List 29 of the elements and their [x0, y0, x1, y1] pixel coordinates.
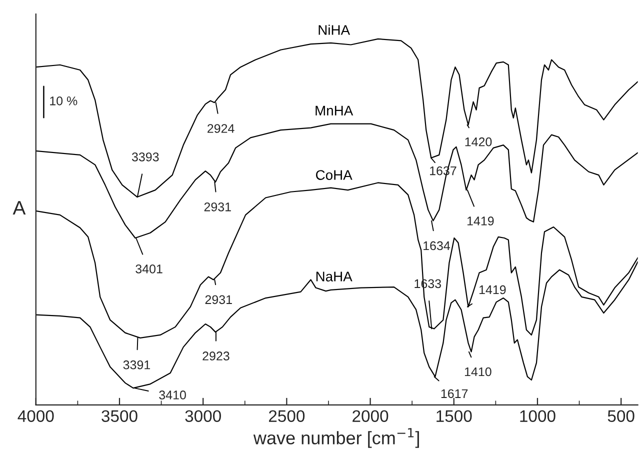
x-tick-label: 4000 — [18, 410, 54, 422]
annotation: 3401 — [136, 264, 162, 274]
annotation: 1419 — [479, 285, 506, 294]
annotation: 2931 — [204, 202, 231, 212]
annotation: 1617 — [441, 389, 468, 398]
y-axis-title: A — [12, 201, 26, 214]
annotation: 1419 — [467, 216, 494, 226]
annotation: 1410 — [464, 367, 492, 376]
x-tick-label: 500 — [608, 410, 634, 422]
annotation: 2924 — [208, 124, 234, 133]
x-tick-label: 3000 — [185, 410, 221, 422]
x-tick-label: 2500 — [268, 410, 305, 422]
x-tick-label: 1000 — [520, 410, 556, 422]
annotation: 1634 — [424, 241, 450, 250]
series-label: NiHA — [318, 24, 350, 35]
series-label: CoHA — [316, 170, 352, 180]
series-label: NaHA — [316, 272, 352, 282]
annotation: 3391 — [123, 360, 150, 370]
annotation: 2931 — [205, 295, 232, 304]
x-tick-label: 1500 — [436, 410, 472, 422]
x-axis-title: wave number [cm$^{−1}$] — [253, 428, 419, 448]
annotation: 2923 — [202, 352, 230, 360]
annotation: 3410 — [159, 390, 186, 400]
annotation: 1420 — [465, 137, 492, 146]
annotation: 3393 — [132, 152, 159, 162]
x-tick-label: 3500 — [102, 410, 138, 422]
series-label: MnHA — [316, 106, 354, 116]
annotation: 10 % — [50, 96, 78, 106]
x-tick-label: 2000 — [352, 410, 388, 422]
